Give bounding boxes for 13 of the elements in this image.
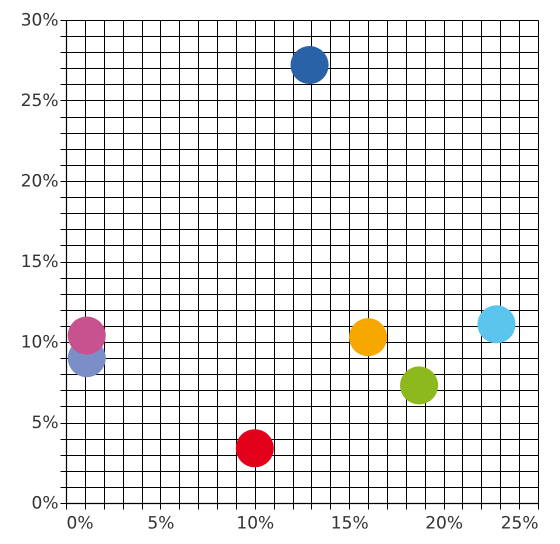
y-tick-label: 0% xyxy=(32,494,58,514)
x-tick-label: 5% xyxy=(147,514,174,534)
x-tick-label: 25% xyxy=(500,514,538,534)
x-tick-label: 15% xyxy=(330,514,369,534)
x-tick-label: 20% xyxy=(425,514,463,534)
x-tick-label: 0% xyxy=(66,514,94,534)
y-tick-label: 25% xyxy=(20,91,58,111)
x-tick-label: 10% xyxy=(236,514,274,534)
y-tick-label: 15% xyxy=(20,252,58,272)
y-tick-label: 5% xyxy=(32,413,58,433)
y-tick-label: 10% xyxy=(20,332,58,352)
y-tick-label: 20% xyxy=(20,172,58,192)
y-tick-label: 30% xyxy=(20,10,58,30)
